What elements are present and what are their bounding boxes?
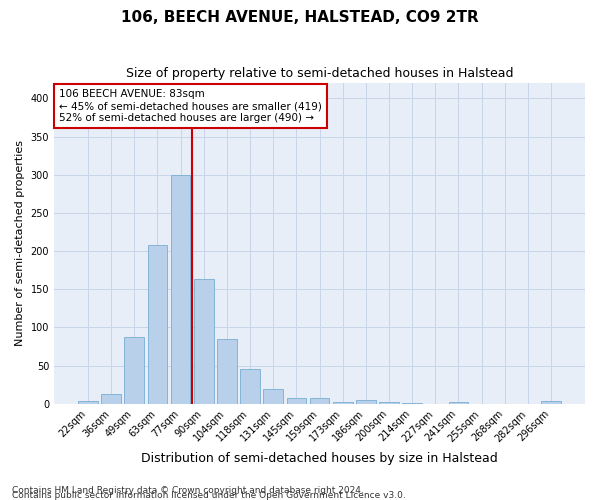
Text: 106, BEECH AVENUE, HALSTEAD, CO9 2TR: 106, BEECH AVENUE, HALSTEAD, CO9 2TR (121, 10, 479, 25)
Text: Contains public sector information licensed under the Open Government Licence v3: Contains public sector information licen… (12, 491, 406, 500)
Title: Size of property relative to semi-detached houses in Halstead: Size of property relative to semi-detach… (126, 68, 513, 80)
Bar (287, 398, 306, 404)
Bar (148, 245, 167, 404)
Bar (78, 400, 98, 404)
Bar (310, 398, 329, 404)
Text: 106 BEECH AVENUE: 83sqm
← 45% of semi-detached houses are smaller (419)
52% of s: 106 BEECH AVENUE: 83sqm ← 45% of semi-de… (59, 90, 322, 122)
Y-axis label: Number of semi-detached properties: Number of semi-detached properties (15, 140, 25, 346)
Bar (124, 336, 144, 404)
Bar (101, 394, 121, 404)
Bar (379, 402, 399, 404)
Bar (402, 403, 422, 404)
Bar (449, 402, 468, 404)
Bar (356, 400, 376, 404)
Text: Contains HM Land Registry data © Crown copyright and database right 2024.: Contains HM Land Registry data © Crown c… (12, 486, 364, 495)
Bar (171, 174, 190, 404)
Bar (194, 280, 214, 404)
Bar (263, 388, 283, 404)
Bar (333, 402, 353, 404)
Bar (217, 339, 237, 404)
Bar (541, 400, 561, 404)
Bar (240, 370, 260, 404)
X-axis label: Distribution of semi-detached houses by size in Halstead: Distribution of semi-detached houses by … (141, 452, 498, 465)
